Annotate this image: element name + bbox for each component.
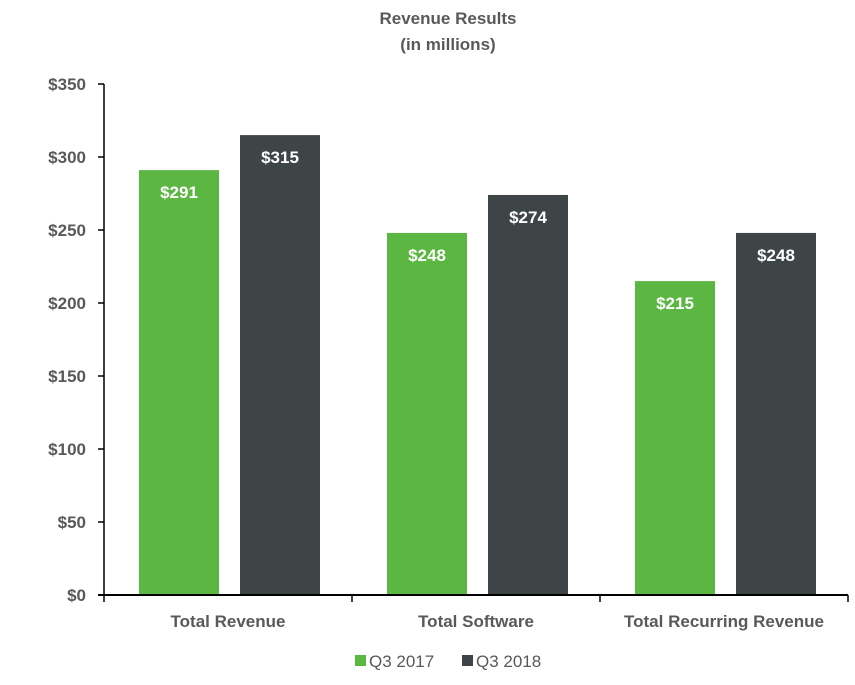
data-label: $274 — [509, 208, 547, 227]
bars: $291 $248 $215 $315 $274 $248 — [139, 135, 816, 596]
data-label: $215 — [656, 294, 694, 313]
bar — [387, 232, 467, 596]
data-label: $291 — [160, 183, 198, 202]
y-tick-label: $300 — [48, 148, 86, 167]
x-axis: Total Revenue Total Software Total Recurri… — [98, 594, 849, 631]
legend: Q3 2017 Q3 2018 — [355, 652, 541, 671]
y-tick-label: $50 — [58, 513, 86, 532]
y-tick-label: $350 — [48, 75, 86, 94]
data-label: $248 — [757, 246, 795, 265]
y-tick-label: $150 — [48, 367, 86, 386]
legend-label: Q3 2017 — [369, 652, 434, 671]
x-tick-label: Total Revenue — [171, 612, 286, 631]
legend-swatch — [462, 655, 473, 666]
data-label: $315 — [261, 148, 299, 167]
y-tick-label: $250 — [48, 221, 86, 240]
bar — [488, 194, 568, 595]
x-tick-label: Total Recurring Revenue — [624, 612, 824, 631]
y-tick-label: $200 — [48, 294, 86, 313]
legend-label: Q3 2018 — [476, 652, 541, 671]
chart-subtitle: (in millions) — [400, 35, 495, 54]
bar — [139, 170, 219, 595]
y-axis: $0 $50 $100 $150 $200 $250 $300 $350 — [48, 75, 105, 605]
data-label: $248 — [408, 246, 446, 265]
bar — [240, 135, 320, 595]
bar — [635, 281, 715, 595]
legend-swatch — [355, 655, 366, 666]
chart-title: Revenue Results — [380, 9, 517, 28]
bar — [736, 232, 816, 596]
x-tick-label: Total Software — [418, 612, 534, 631]
y-tick-label: $0 — [67, 586, 86, 605]
y-tick-label: $100 — [48, 440, 86, 459]
